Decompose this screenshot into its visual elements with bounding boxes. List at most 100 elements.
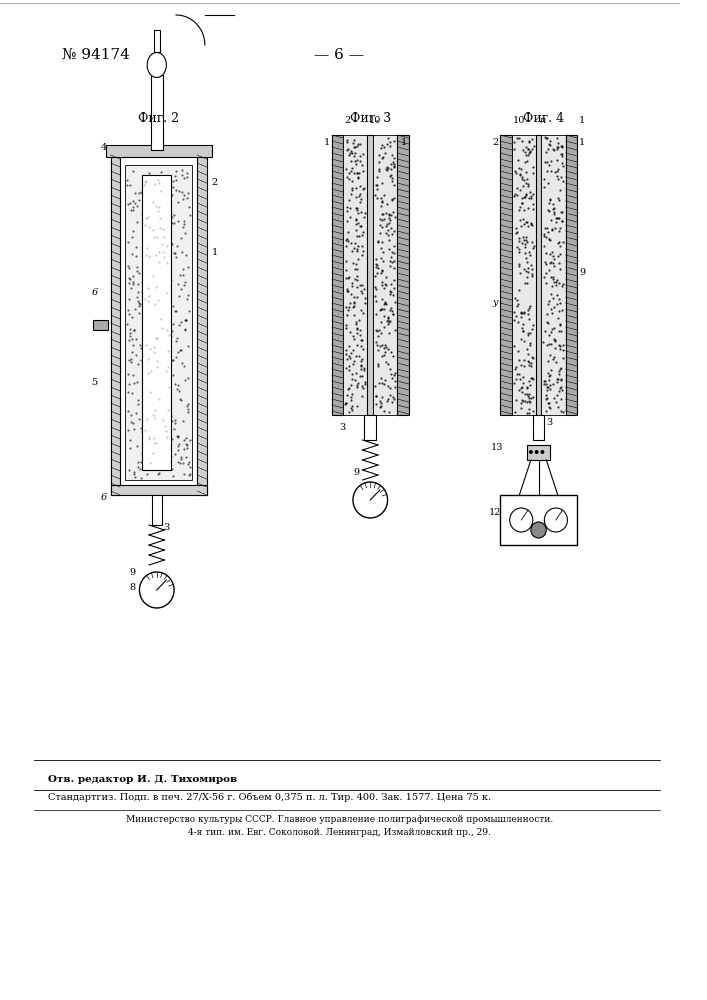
Point <box>171 330 182 346</box>
Point <box>349 331 360 347</box>
Point <box>163 454 175 470</box>
Point <box>139 325 151 341</box>
Point <box>544 137 556 153</box>
Point <box>134 296 145 312</box>
Point <box>551 168 562 184</box>
Point <box>554 223 565 239</box>
Point <box>346 386 357 402</box>
Point <box>160 405 171 421</box>
Point <box>137 210 148 226</box>
Text: 5: 5 <box>91 378 98 387</box>
Point <box>511 224 522 240</box>
Point <box>359 290 370 306</box>
Point <box>518 261 530 277</box>
Point <box>539 228 550 244</box>
Point <box>168 421 180 437</box>
Point <box>358 224 369 240</box>
Point <box>173 428 184 444</box>
Point <box>521 269 532 285</box>
Point <box>382 159 393 175</box>
Point <box>520 239 531 255</box>
Point <box>377 375 388 391</box>
Point <box>544 191 556 207</box>
Point <box>162 201 173 217</box>
Point <box>122 177 133 193</box>
Point <box>175 267 186 283</box>
Bar <box>344 135 368 415</box>
Point <box>159 194 170 210</box>
Point <box>172 238 183 254</box>
Point <box>370 187 381 203</box>
Point <box>546 278 557 294</box>
Point <box>181 291 192 307</box>
Point <box>182 456 194 472</box>
Point <box>178 216 189 232</box>
Point <box>543 327 554 343</box>
Point <box>388 306 399 322</box>
Point <box>355 186 366 202</box>
Point <box>382 216 393 232</box>
Point <box>539 269 550 285</box>
Point <box>518 305 530 321</box>
Point <box>143 332 154 348</box>
Point <box>554 383 565 399</box>
Point <box>181 312 192 328</box>
Point <box>131 331 142 347</box>
Point <box>516 169 527 185</box>
Point <box>166 413 177 429</box>
Point <box>346 145 357 161</box>
Point <box>523 401 534 417</box>
Point <box>150 198 161 214</box>
Point <box>557 173 568 189</box>
Point <box>384 206 395 222</box>
Point <box>539 129 551 145</box>
Point <box>136 470 147 486</box>
Point <box>164 319 175 335</box>
Point <box>523 190 534 206</box>
Point <box>378 139 390 155</box>
Bar <box>110 485 206 495</box>
Point <box>126 407 137 423</box>
Point <box>150 279 161 295</box>
Point <box>516 384 527 400</box>
Point <box>178 466 189 482</box>
Point <box>158 325 170 341</box>
Text: 1: 1 <box>579 116 585 125</box>
Point <box>552 139 563 155</box>
Point <box>143 280 154 296</box>
Point <box>551 277 562 293</box>
Bar <box>332 135 344 415</box>
Point <box>352 375 363 391</box>
Point <box>156 264 167 280</box>
Point <box>166 323 177 339</box>
Point <box>553 171 564 187</box>
Point <box>543 262 554 278</box>
Point <box>342 233 354 249</box>
Point <box>378 301 390 317</box>
Point <box>387 244 398 260</box>
Point <box>137 386 148 402</box>
Bar <box>527 445 550 460</box>
Point <box>153 333 164 349</box>
Point <box>526 321 537 337</box>
Point <box>380 277 392 293</box>
Point <box>512 366 523 382</box>
Point <box>346 278 357 294</box>
Point <box>554 338 566 354</box>
Point <box>384 253 395 269</box>
Point <box>130 248 141 264</box>
Point <box>545 286 556 302</box>
Point <box>374 302 385 318</box>
Point <box>370 279 381 295</box>
Point <box>547 248 559 264</box>
Point <box>349 240 360 256</box>
Point <box>382 310 394 326</box>
Point <box>177 413 189 429</box>
Point <box>550 394 561 410</box>
Point <box>137 210 148 226</box>
Point <box>508 375 520 391</box>
Point <box>162 278 173 294</box>
Point <box>122 302 133 318</box>
Point <box>349 372 361 388</box>
Point <box>165 408 177 424</box>
